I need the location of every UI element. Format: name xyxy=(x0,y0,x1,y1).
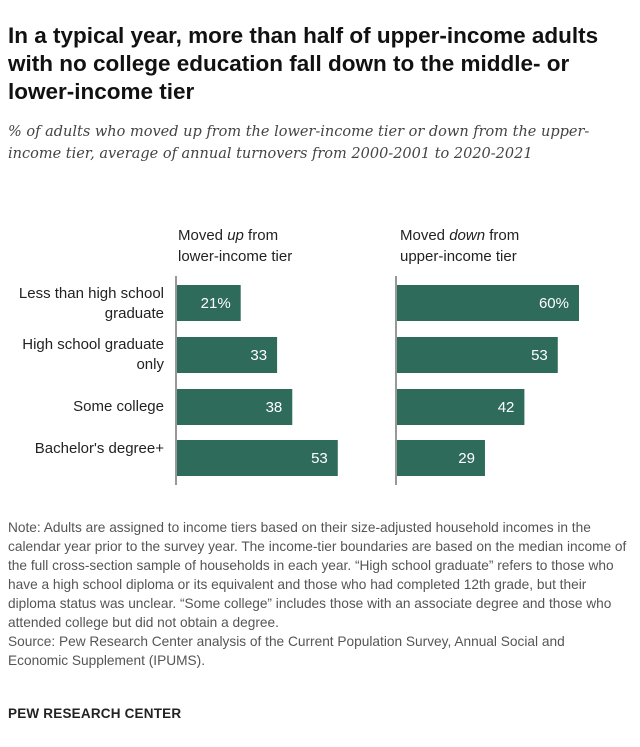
pew-logo-text: PEW RESEARCH CENTER xyxy=(8,706,182,721)
panel-header-down: Moved down from upper-income tier xyxy=(400,225,519,267)
bar-down-less-than-high-school xyxy=(397,285,579,321)
bar-up-bachelors xyxy=(177,440,338,476)
category-label-bachelors: Bachelor's degree+ xyxy=(34,440,164,457)
data-label-up-less-than-high-school: 21% xyxy=(201,295,231,312)
bar-up-less-than-high-school xyxy=(177,285,241,321)
panel-header-down-emphasis: down xyxy=(449,227,486,244)
panel-header-up-emphasis: up xyxy=(227,227,244,244)
panel-header-down-pre: Moved xyxy=(400,227,450,244)
panel-header-down-line2: upper-income tier xyxy=(400,248,517,265)
data-label-down-less-than-high-school: 60% xyxy=(539,295,569,312)
bar-down-some-college xyxy=(397,389,525,425)
chart-title: In a typical year, more than half of upp… xyxy=(8,23,599,104)
panel-header-up-line2: lower-income tier xyxy=(178,248,293,265)
data-label-up-some-college: 38 xyxy=(266,399,283,416)
data-label-down-bachelors: 29 xyxy=(458,450,475,467)
category-label-some-college: Some college xyxy=(73,398,164,415)
bar-up-some-college xyxy=(177,389,293,425)
category-label-high-school-only: High school graduate only xyxy=(22,336,164,373)
data-label-down-high-school-only: 53 xyxy=(531,347,548,364)
data-label-down-some-college: 42 xyxy=(498,399,515,416)
panel-header-up: Moved up from lower-income tier xyxy=(178,225,292,267)
data-label-up-high-school-only: 33 xyxy=(250,347,267,364)
panel-header-up-post: from xyxy=(243,227,279,244)
note-text: Note: Adults are assigned to income tier… xyxy=(8,520,627,630)
bar-down-high-school-only xyxy=(397,337,558,373)
chart-subtitle: % of adults who moved up from the lower-… xyxy=(8,124,590,162)
category-label-less-than-high-school: Less than high school graduate xyxy=(18,285,164,322)
source-text: Source: Pew Research Center analysis of … xyxy=(8,634,565,668)
panel-header-down-post: from xyxy=(485,227,520,244)
panel-header-up-pre: Moved xyxy=(178,227,228,244)
bar-up-high-school-only xyxy=(177,337,278,373)
data-label-up-bachelors: 53 xyxy=(311,450,328,467)
bar-down-bachelors xyxy=(397,440,485,476)
notes: Note: Adults are assigned to income tier… xyxy=(8,518,628,670)
